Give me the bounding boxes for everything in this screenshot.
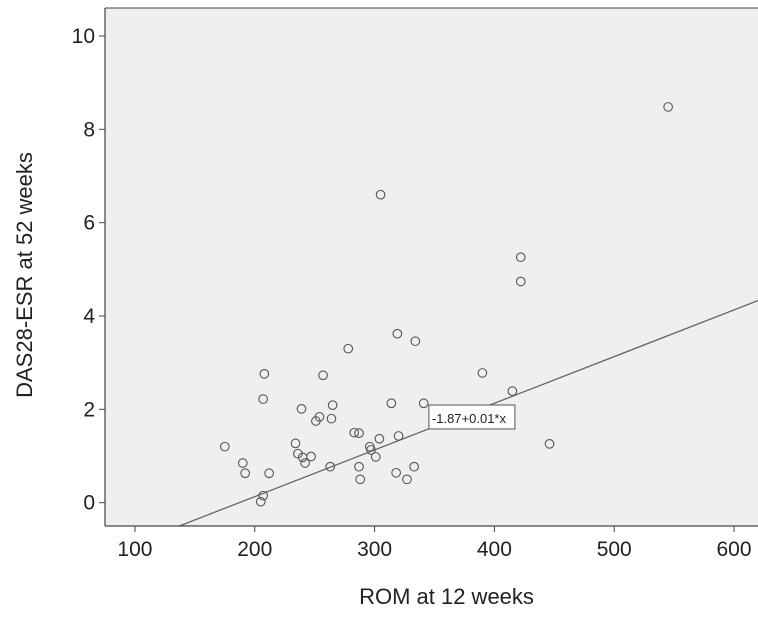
data-point [237, 458, 248, 468]
data-point [259, 369, 270, 379]
y-tick-label: 10 [72, 25, 95, 48]
data-point [326, 413, 337, 424]
fit-line-label: -1.87+0.01*x [428, 404, 516, 430]
x-tick-label: 200 [237, 538, 272, 561]
data-point [314, 411, 325, 422]
data-point [355, 474, 366, 485]
data-point [410, 336, 421, 347]
y-tick-label: 6 [83, 212, 95, 235]
data-point [544, 439, 555, 449]
data-point [255, 496, 266, 507]
data-point [386, 398, 397, 409]
y-tick-label: 8 [83, 118, 95, 141]
data-point [515, 276, 526, 287]
axes-layer: 100 200 300 400 500 600 0 2 4 6 8 10 [72, 7, 758, 561]
x-tick-label: 600 [717, 538, 752, 561]
data-point [477, 368, 488, 378]
data-point [515, 252, 526, 263]
x-tick-label: 100 [117, 538, 152, 561]
points-layer [219, 102, 673, 507]
data-point [264, 468, 274, 479]
data-point [507, 386, 518, 396]
data-point [354, 461, 364, 472]
x-axis-title: ROM at 12 weeks [359, 584, 534, 609]
data-point [663, 102, 673, 112]
data-point [370, 452, 381, 462]
y-tick-label: 2 [83, 398, 95, 421]
data-point [375, 189, 386, 200]
data-point [306, 451, 316, 462]
fit-line-label-text: -1.87+0.01*x [432, 411, 507, 426]
data-point [258, 490, 269, 501]
data-point [354, 428, 364, 438]
data-point [343, 343, 354, 354]
data-point [349, 427, 360, 438]
data-point [219, 441, 230, 452]
data-point [393, 431, 404, 441]
plot-area [105, 8, 758, 526]
data-point [290, 438, 301, 449]
data-point [296, 404, 307, 414]
data-point [325, 461, 336, 472]
data-point [318, 370, 328, 381]
y-tick-label: 0 [83, 492, 95, 515]
data-point [392, 328, 403, 339]
data-point [402, 474, 412, 485]
x-tick-label: 500 [597, 538, 632, 561]
data-point [258, 394, 269, 404]
data-point [240, 468, 251, 479]
data-point [418, 398, 429, 409]
data-point [366, 445, 376, 455]
data-point [409, 461, 419, 472]
fit-line-label-box [428, 404, 516, 430]
x-tick-label: 300 [357, 538, 392, 561]
data-point [391, 467, 402, 478]
data-point [327, 400, 338, 410]
y-axis-title: DAS28-ESR at 52 weeks [12, 152, 37, 398]
data-point [374, 433, 385, 444]
y-tick-label: 4 [83, 305, 95, 328]
data-point [300, 458, 310, 468]
x-tick-label: 400 [477, 538, 512, 561]
